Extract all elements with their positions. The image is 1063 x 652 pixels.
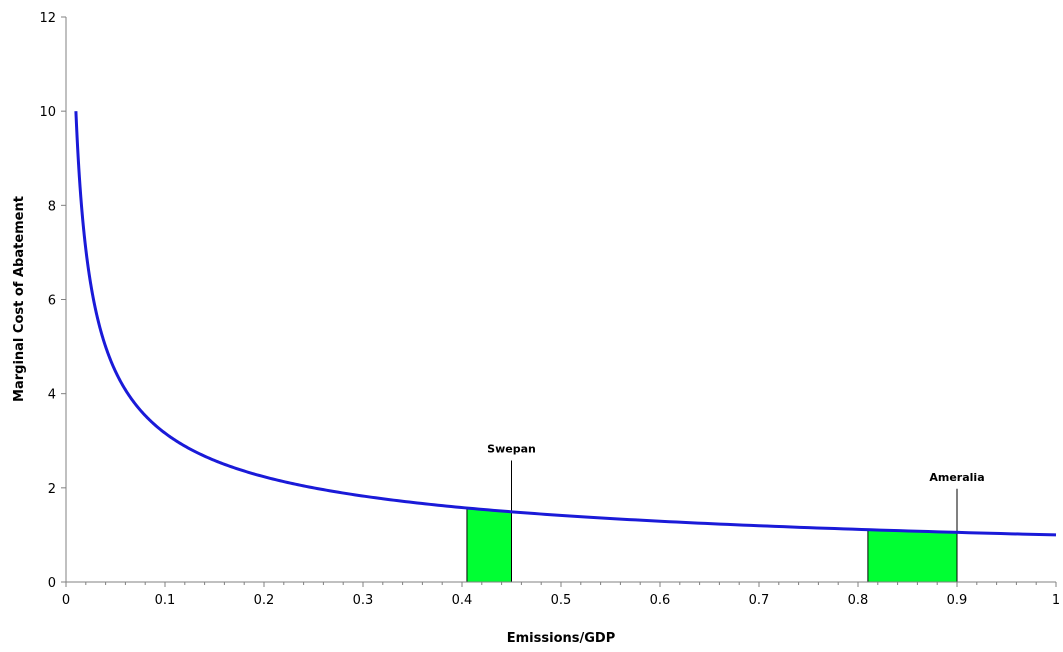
x-tick-label: 1 <box>1052 593 1060 608</box>
x-ticks: 0 0.1 0.2 0.3 0.4 0.5 0.6 0.7 0.8 0.9 1 <box>62 582 1060 608</box>
annotation-lines <box>511 460 958 582</box>
y-tick-label: 2 <box>48 482 56 497</box>
x-tick-label: 0.8 <box>848 593 869 608</box>
x-tick-label: 0.5 <box>551 593 572 608</box>
y-axis-title: Marginal Cost of Abatement <box>12 196 27 402</box>
x-tick-label: 0.7 <box>749 593 770 608</box>
x-tick-label: 0.9 <box>947 593 968 608</box>
y-tick-label: 8 <box>48 199 56 214</box>
y-ticks: 0 2 4 6 8 10 12 <box>39 11 66 591</box>
x-tick-label: 0.4 <box>452 593 473 608</box>
x-tick-label: 0 <box>62 593 70 608</box>
y-tick-label: 10 <box>39 105 56 120</box>
annotation-label-swepan: Swepan <box>487 443 536 456</box>
shaded-region-2 <box>867 529 958 583</box>
x-tick-label: 0.3 <box>353 593 374 608</box>
y-tick-label: 4 <box>48 388 56 403</box>
x-axis-title: Emissions/GDP <box>507 631 615 646</box>
y-tick-label: 12 <box>39 11 56 26</box>
x-tick-label: 0.6 <box>650 593 671 608</box>
y-tick-label: 6 <box>48 294 56 309</box>
x-tick-label: 0.1 <box>155 593 176 608</box>
y-tick-label: 0 <box>48 576 56 591</box>
x-tick-label: 0.2 <box>254 593 275 608</box>
annotation-label-ameralia: Ameralia <box>929 471 984 484</box>
annotation-labels: Swepan Ameralia <box>487 443 984 484</box>
shaded-region-1 <box>466 507 512 583</box>
plot-area <box>66 17 1056 582</box>
series-line <box>74 111 1057 537</box>
